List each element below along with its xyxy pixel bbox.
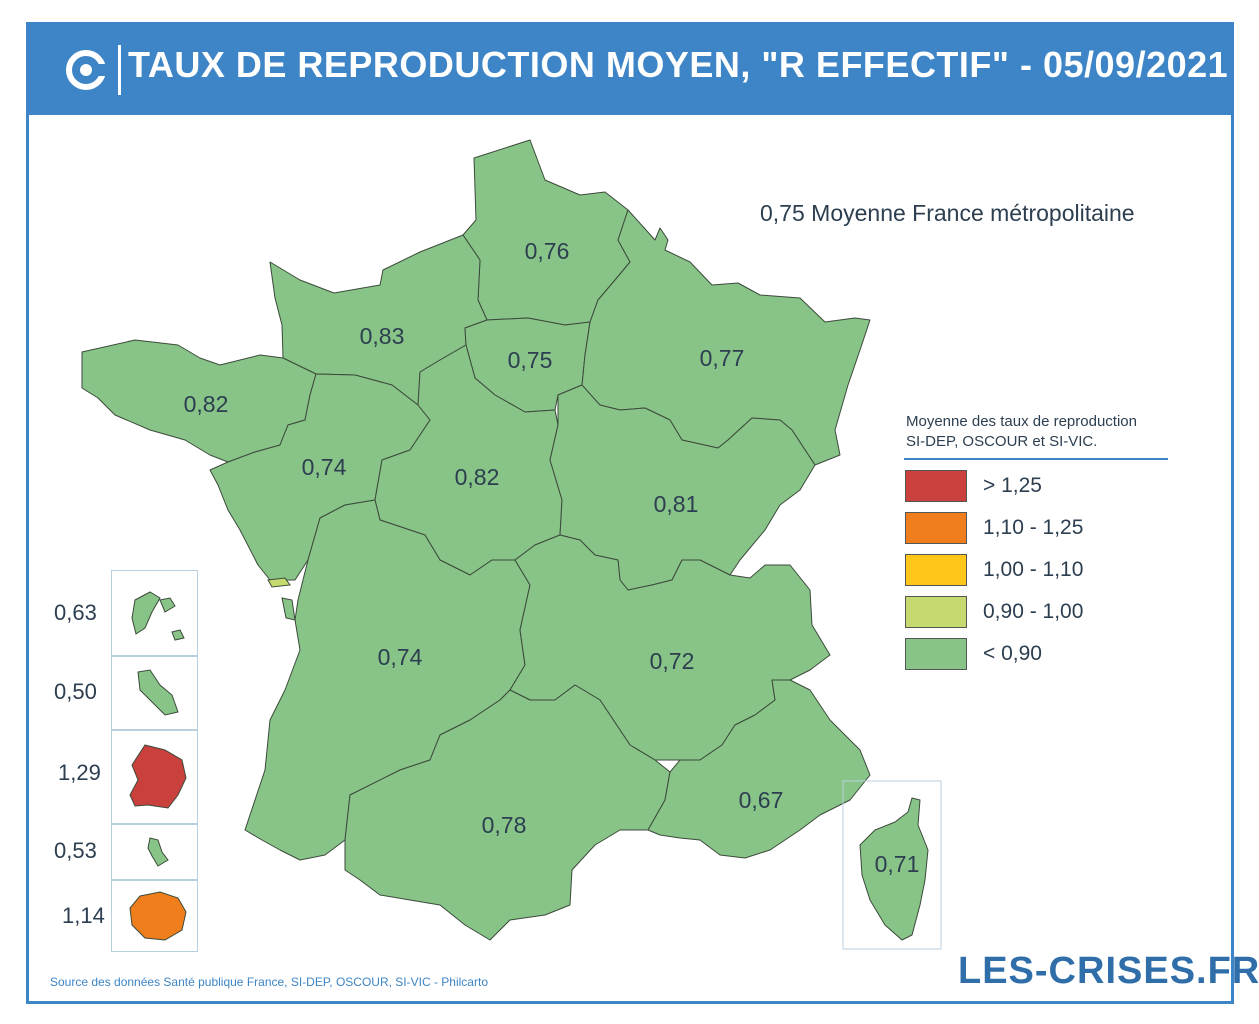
legend-item-100-110: 1,00 - 1,10 — [905, 554, 1165, 588]
legend-label: > 1,25 — [983, 474, 1042, 497]
legend-swatch — [905, 554, 967, 586]
label-auvergne-rhone-alpes: 0,72 — [650, 648, 695, 674]
legend-swatch — [905, 638, 967, 670]
header-separator — [118, 45, 121, 95]
region-corse[interactable] — [859, 797, 929, 941]
legend-label: 1,10 - 1,25 — [983, 516, 1084, 539]
les-crises-logo-icon — [66, 50, 106, 90]
value-guadeloupe: 0,63 — [54, 600, 97, 625]
legend-label: 1,00 - 1,10 — [983, 558, 1084, 581]
label-centre: 0,82 — [455, 464, 500, 490]
label-nouvelle-aquitaine: 0,74 — [378, 644, 423, 670]
label-ile-de-france: 0,75 — [508, 347, 553, 373]
label-occitanie: 0,78 — [482, 812, 527, 838]
value-martinique: 0,50 — [54, 679, 97, 704]
inset-guadeloupe — [111, 570, 198, 656]
value-reunion: 1,14 — [62, 903, 105, 928]
overseas-mayotte-shape[interactable] — [147, 837, 169, 867]
label-normandie: 0,83 — [360, 323, 405, 349]
legend-label: < 0,90 — [983, 642, 1042, 665]
legend-title-line1: Moyenne des taux de reproduction — [906, 413, 1137, 430]
legend-title-line2: SI-DEP, OSCOUR et SI-VIC. — [906, 433, 1098, 450]
label-paca: 0,67 — [739, 787, 784, 813]
legend-label: 0,90 - 1,00 — [983, 600, 1084, 623]
overseas-guadeloupe-shape[interactable] — [131, 591, 185, 641]
label-pays-de-la-loire: 0,74 — [302, 454, 347, 480]
overseas-martinique-shape[interactable] — [137, 669, 179, 716]
overseas-reunion-shape[interactable] — [129, 891, 187, 941]
island-ile-de-re — [267, 577, 291, 588]
legend-item-110-125: 1,10 - 1,25 — [905, 512, 1165, 546]
island-oleron — [281, 597, 296, 621]
legend-item-090-100: 0,90 - 1,00 — [905, 596, 1165, 630]
inset-reunion — [111, 880, 198, 952]
inset-guyane — [111, 730, 198, 824]
region-paca[interactable] — [647, 679, 871, 859]
inset-martinique — [111, 656, 198, 730]
legend-swatch — [905, 470, 967, 502]
legend-swatch — [905, 596, 967, 628]
national-average: 0,75 Moyenne France métropolitaine — [760, 200, 1135, 226]
label-bourgogne-franche-comte: 0,81 — [654, 491, 699, 517]
legend-swatch — [905, 512, 967, 544]
label-hauts-de-france: 0,76 — [525, 238, 570, 264]
label-grand-est: 0,77 — [700, 345, 745, 371]
value-guyane: 1,29 — [58, 760, 101, 785]
label-corse: 0,71 — [875, 851, 920, 877]
legend-title: Moyenne des taux de reproduction SI-DEP,… — [906, 412, 1176, 452]
inset-mayotte — [111, 824, 198, 880]
label-bretagne: 0,82 — [184, 391, 229, 417]
legend-divider — [904, 458, 1168, 460]
legend-item-gt-125: > 1,25 — [905, 470, 1165, 504]
brand-logo[interactable]: LES-CRISES.FR — [958, 950, 1259, 992]
overseas-guyane-shape[interactable] — [129, 744, 187, 809]
page-title: TAUX DE REPRODUCTION MOYEN, "R EFFECTIF"… — [128, 44, 1229, 85]
source-note: Source des données Santé publique France… — [50, 975, 488, 989]
header-bar — [26, 22, 1234, 115]
value-mayotte: 0,53 — [54, 838, 97, 863]
corse-inset — [842, 780, 942, 950]
legend-item-lt-090: < 0,90 — [905, 638, 1165, 672]
